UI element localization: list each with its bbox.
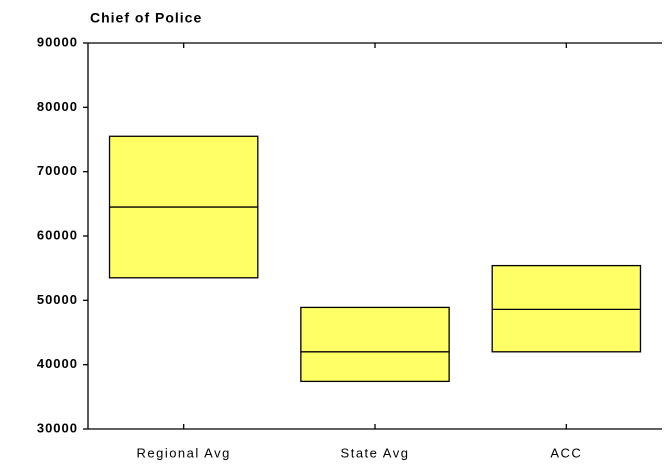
y-tick-label: 90000 <box>37 34 78 49</box>
y-tick-label: 50000 <box>37 292 78 307</box>
range-box <box>300 306 450 383</box>
chart-title: Chief of Police <box>90 10 202 26</box>
y-tick-label: 30000 <box>37 420 78 435</box>
y-tick-label: 80000 <box>37 99 78 114</box>
y-tick-label: 60000 <box>37 227 78 242</box>
x-tick-label: ACC <box>550 445 582 460</box>
x-tick-label: Regional Avg <box>136 445 230 460</box>
x-tick-label: State Avg <box>341 445 410 460</box>
y-tick-label: 40000 <box>37 356 78 371</box>
y-tick-label: 70000 <box>37 163 78 178</box>
